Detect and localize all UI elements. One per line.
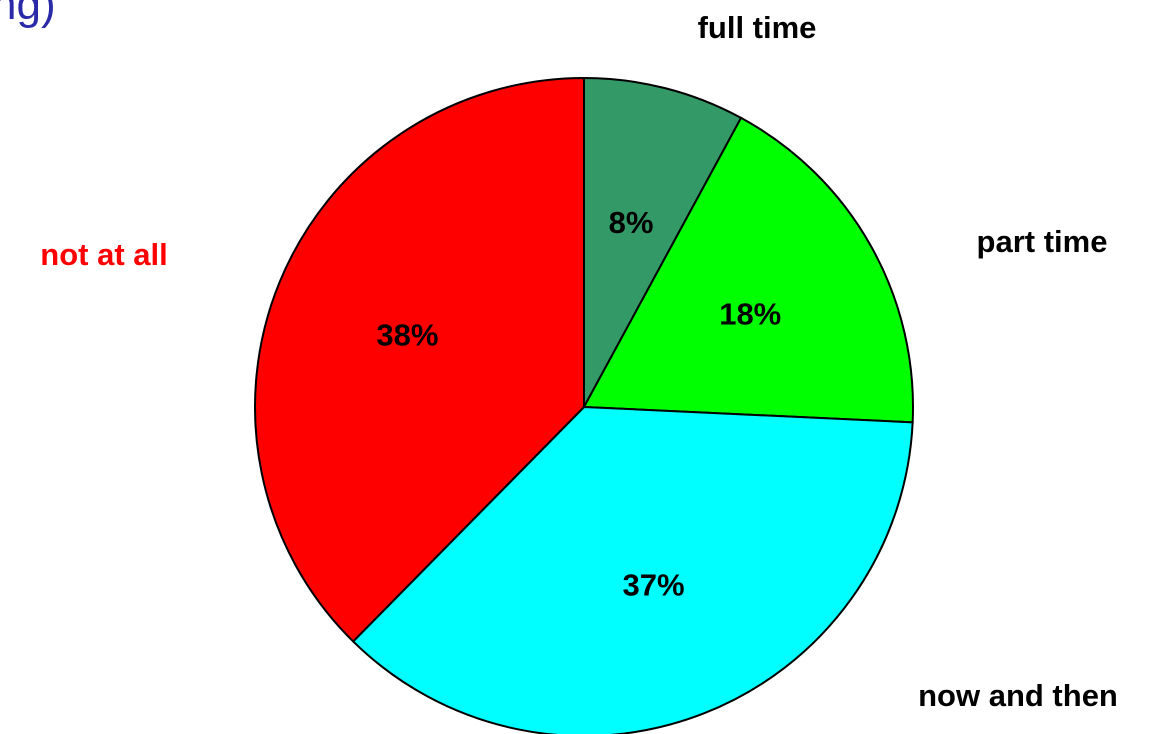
pie-slice-not-at-all [254,76,585,643]
pie-slice-now-and-then [351,405,914,734]
percent-label-full-time: 8% [609,205,654,240]
category-label-part-time: part time [977,224,1108,259]
category-labels: full time part time now and then not at all [40,10,1118,713]
pie-slice-full-time [583,76,743,408]
percent-label-now-and-then: 37% [623,568,685,603]
percent-label-not-at-all: 38% [376,318,438,353]
pie-slices [254,76,914,734]
category-label-not-at-all: not at all [40,237,167,272]
chart-title-fragment: ng) [0,0,56,29]
category-label-now-and-then: now and then [918,678,1118,713]
percent-labels: 8% 18% 37% 38% [376,205,781,603]
pie-slice-part-time [582,116,914,424]
percent-label-part-time: 18% [719,296,781,331]
category-label-full-time: full time [698,10,817,45]
